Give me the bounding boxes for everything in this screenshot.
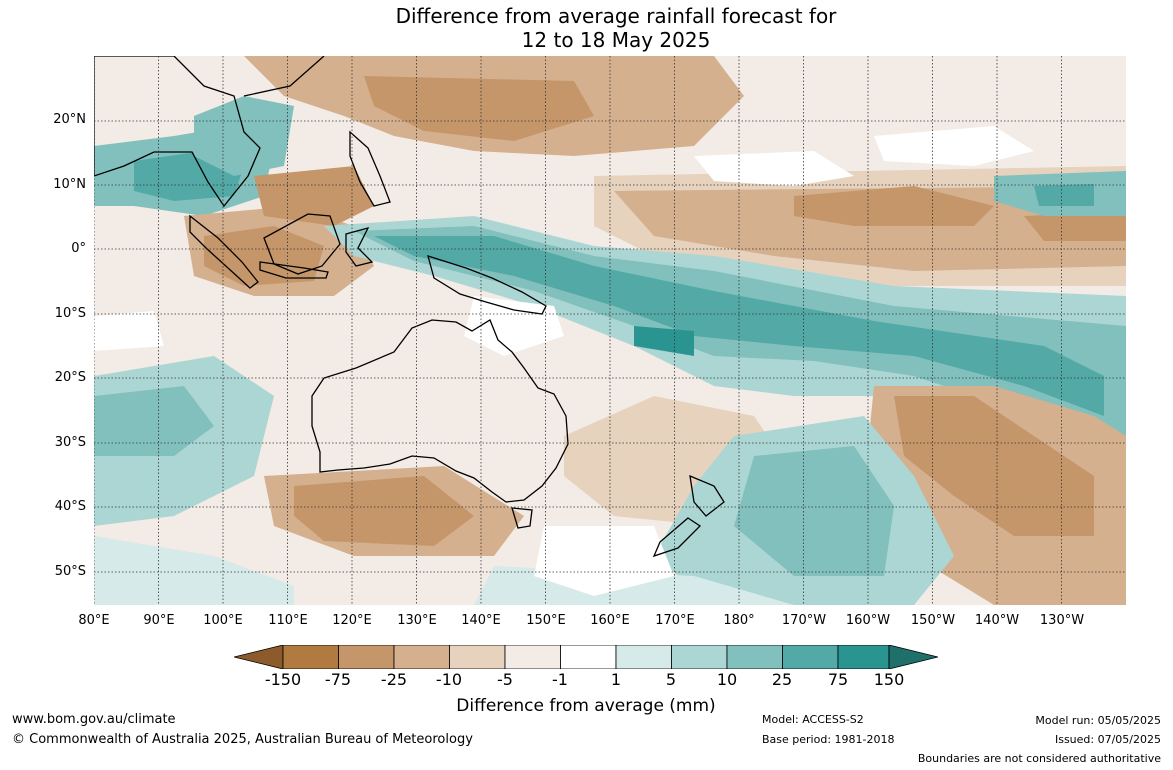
- sulawesi-coastline: [345, 226, 374, 267]
- colorbar-tick: 1: [610, 670, 622, 689]
- indochina-coastline: [94, 56, 261, 208]
- lon-label-160w: 160°W: [845, 613, 891, 628]
- lon-label-150w: 150°W: [910, 613, 956, 628]
- tasmania-coastline: [511, 507, 533, 529]
- graticule: [94, 56, 1126, 605]
- colorbar-tick: 25: [771, 670, 793, 689]
- lat-label-20n: 20°N: [53, 112, 86, 127]
- lat-label-20s: 20°S: [54, 370, 86, 385]
- lon-label-170e: 170°E: [655, 613, 695, 628]
- colorbar-title: Difference from average (mm): [456, 696, 716, 716]
- new-zealand-south-coastline: [652, 517, 702, 558]
- lon-label-130e: 130°E: [397, 613, 437, 628]
- lat-label-30s: 30°S: [54, 435, 86, 450]
- lon-label-140w: 140°W: [974, 613, 1020, 628]
- disclaimer-text: Boundaries are not considered authoritat…: [917, 752, 1161, 765]
- colorbar-segment: [726, 645, 783, 669]
- coastlines: [94, 56, 725, 558]
- lon-label-160e: 160°E: [590, 613, 630, 628]
- new-zealand-north-coastline: [689, 474, 725, 517]
- colorbar-tick: 5: [665, 670, 677, 689]
- lon-label-100e: 100°E: [203, 613, 243, 628]
- colorbar-segment: [671, 645, 728, 669]
- lon-label-140e: 140°E: [461, 613, 501, 628]
- colorbar-tick: -10: [435, 670, 463, 689]
- colorbar-segment: [560, 645, 617, 669]
- lat-label-0: 0°: [71, 241, 86, 256]
- lon-label-120e: 120°E: [332, 613, 372, 628]
- china-coastline: [243, 56, 325, 97]
- colorbar-segment: [282, 645, 339, 669]
- colorbar-tick: 10: [716, 670, 738, 689]
- colorbar-tick: 75: [827, 670, 849, 689]
- colorbar-segment: [338, 645, 395, 669]
- colorbar-tick: -5: [497, 670, 513, 689]
- colorbar-segment: [393, 645, 450, 669]
- model-text: Model: ACCESS-S2: [762, 713, 864, 726]
- website-link[interactable]: www.bom.gov.au/climate: [12, 712, 176, 727]
- lat-label-40s: 40°S: [54, 499, 86, 514]
- lon-label-180: 180°: [723, 613, 755, 628]
- lon-label-80e: 80°E: [78, 613, 110, 628]
- map-title: Difference from average rainfall forecas…: [0, 4, 1173, 52]
- lat-label-10s: 10°S: [54, 306, 86, 321]
- sumatra-coastline: [189, 214, 259, 289]
- base-period-text: Base period: 1981-2018: [762, 733, 895, 746]
- model-run-text: Model run: 05/05/2025: [1035, 714, 1161, 727]
- lon-label-90e: 90°E: [143, 613, 175, 628]
- colorbar-segment: [782, 645, 839, 669]
- colorbar-tick: 150: [873, 670, 905, 689]
- lat-label-50s: 50°S: [54, 564, 86, 579]
- colorbar-tick: -25: [380, 670, 408, 689]
- java-coastline: [259, 261, 329, 279]
- rainfall-anomaly-map: [94, 56, 1126, 605]
- colorbar-segment: [615, 645, 672, 669]
- borneo-coastline: [263, 213, 341, 275]
- colorbar-segment: [837, 645, 890, 669]
- map-title-line1: Difference from average rainfall forecas…: [395, 4, 837, 28]
- issued-text: Issued: 07/05/2025: [1054, 733, 1161, 746]
- lon-label-150e: 150°E: [526, 613, 566, 628]
- colorbar-tick: -1: [552, 670, 568, 689]
- colorbar: [234, 645, 938, 669]
- copyright-text: © Commonwealth of Australia 2025, Austra…: [12, 732, 473, 747]
- colorbar-tick: -150: [264, 670, 302, 689]
- colorbar-segment: [449, 645, 506, 669]
- lon-label-170w: 170°W: [781, 613, 827, 628]
- lon-label-130w: 130°W: [1039, 613, 1085, 628]
- lon-label-110e: 110°E: [268, 613, 308, 628]
- map-title-line2: 12 to 18 May 2025: [521, 28, 711, 52]
- colorbar-segment: [504, 645, 561, 669]
- lat-label-10n: 10°N: [53, 177, 86, 192]
- australia-coastline: [311, 319, 569, 503]
- colorbar-extend-low: [234, 645, 284, 669]
- colorbar-tick: -75: [324, 670, 352, 689]
- colorbar-extend-high: [888, 645, 938, 669]
- anomaly-shading: [94, 56, 1126, 605]
- philippines-coastline: [349, 130, 391, 207]
